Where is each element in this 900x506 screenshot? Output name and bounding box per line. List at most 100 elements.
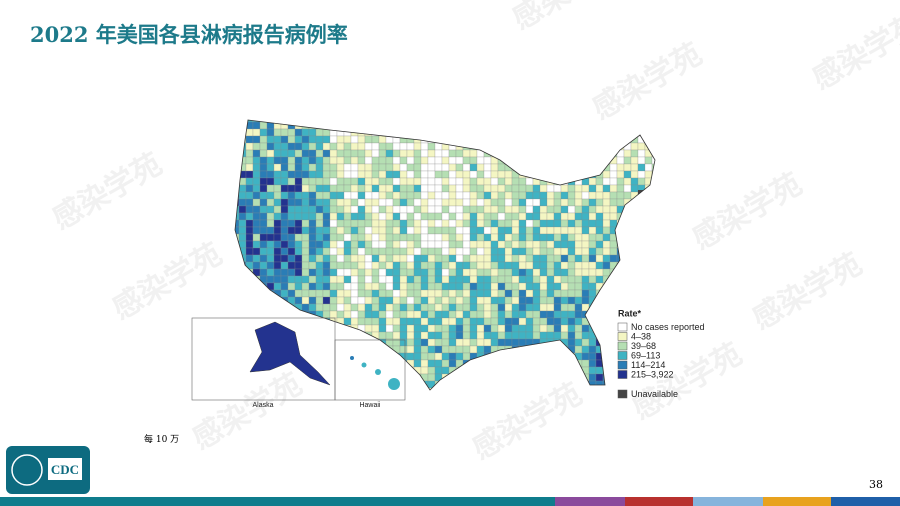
county-cell [588, 198, 597, 207]
county-cell [322, 149, 331, 158]
county-cell [539, 282, 548, 291]
county-cell [329, 296, 338, 305]
county-cell [266, 310, 275, 319]
county-cell [504, 345, 513, 354]
county-cell [378, 268, 387, 277]
county-cell [539, 233, 548, 242]
county-cell [448, 233, 457, 242]
county-cell [659, 339, 666, 346]
county-cell [659, 304, 666, 311]
county-cell [511, 331, 520, 340]
county-cell [280, 247, 289, 256]
county-cell [525, 373, 534, 382]
county-cell [637, 149, 646, 158]
county-cell [350, 120, 359, 123]
county-cell [546, 184, 555, 193]
county-cell [455, 254, 464, 263]
county-cell [287, 128, 296, 137]
county-cell [294, 184, 303, 193]
county-cell [602, 212, 611, 221]
county-cell [504, 352, 513, 361]
county-cell [462, 170, 471, 179]
county-cell [434, 352, 443, 361]
county-cell [371, 380, 380, 389]
county-cell [329, 212, 338, 221]
county-cell [448, 163, 457, 172]
county-cell [294, 149, 303, 158]
county-cell [448, 170, 457, 179]
county-cell [630, 128, 639, 137]
county-cell [525, 240, 534, 249]
county-cell [574, 373, 583, 382]
county-cell [462, 191, 471, 200]
county-cell [350, 380, 359, 389]
county-cell [364, 289, 373, 298]
county-cell [574, 226, 583, 235]
county-cell [301, 289, 310, 298]
county-cell [420, 254, 429, 263]
county-cell [329, 177, 338, 186]
county-cell [364, 373, 373, 382]
county-cell [476, 366, 485, 375]
county-cell [616, 142, 625, 151]
county-cell [659, 227, 666, 234]
county-cell [504, 121, 513, 130]
county-cell [546, 268, 555, 277]
county-cell [343, 275, 352, 284]
county-cell [602, 149, 611, 158]
county-cell [532, 240, 541, 249]
county-cell [560, 296, 569, 305]
county-cell [581, 247, 590, 256]
county-cell [406, 205, 415, 214]
county-cell [427, 184, 436, 193]
county-cell [497, 135, 506, 144]
county-cell [364, 226, 373, 235]
county-cell [497, 247, 506, 256]
county-cell [588, 142, 597, 151]
county-cell [315, 128, 324, 137]
county-cell [329, 135, 338, 144]
county-cell [623, 135, 632, 144]
county-cell [378, 359, 387, 368]
county-cell [322, 359, 331, 368]
watermark: 感染学苑 [47, 147, 168, 237]
county-cell [644, 156, 653, 165]
county-cell [343, 205, 352, 214]
county-cell [322, 121, 331, 130]
county-cell [462, 226, 471, 235]
legend-label: Unavailable [631, 389, 678, 399]
county-cell [413, 380, 422, 389]
county-cell [301, 142, 310, 151]
county-cell [434, 359, 443, 368]
county-cell [574, 247, 583, 256]
county-cell [574, 296, 583, 305]
county-cell [294, 191, 303, 200]
county-cell [588, 261, 597, 270]
county-cell [259, 184, 268, 193]
county-cell [371, 163, 380, 172]
county-cell [301, 331, 310, 340]
county-cell [595, 261, 604, 270]
county-cell [427, 177, 436, 186]
county-cell [441, 247, 450, 256]
county-cell [616, 219, 625, 228]
county-cell [462, 324, 471, 333]
county-cell [287, 317, 296, 326]
county-cell [371, 135, 380, 144]
county-cell [504, 128, 513, 137]
county-cell [350, 282, 359, 291]
county-cell [308, 219, 317, 228]
county-cell [651, 128, 655, 137]
county-cell [574, 275, 583, 284]
county-cell [371, 352, 380, 361]
county-cell [567, 359, 576, 368]
county-cell [574, 205, 583, 214]
county-cell [427, 345, 436, 354]
legend-label: 4–38 [631, 331, 651, 341]
county-cell [322, 268, 331, 277]
county-cell [406, 254, 415, 263]
county-cell [385, 366, 394, 375]
county-cell [651, 149, 655, 158]
county-cell [399, 156, 408, 165]
county-cell [651, 268, 655, 277]
